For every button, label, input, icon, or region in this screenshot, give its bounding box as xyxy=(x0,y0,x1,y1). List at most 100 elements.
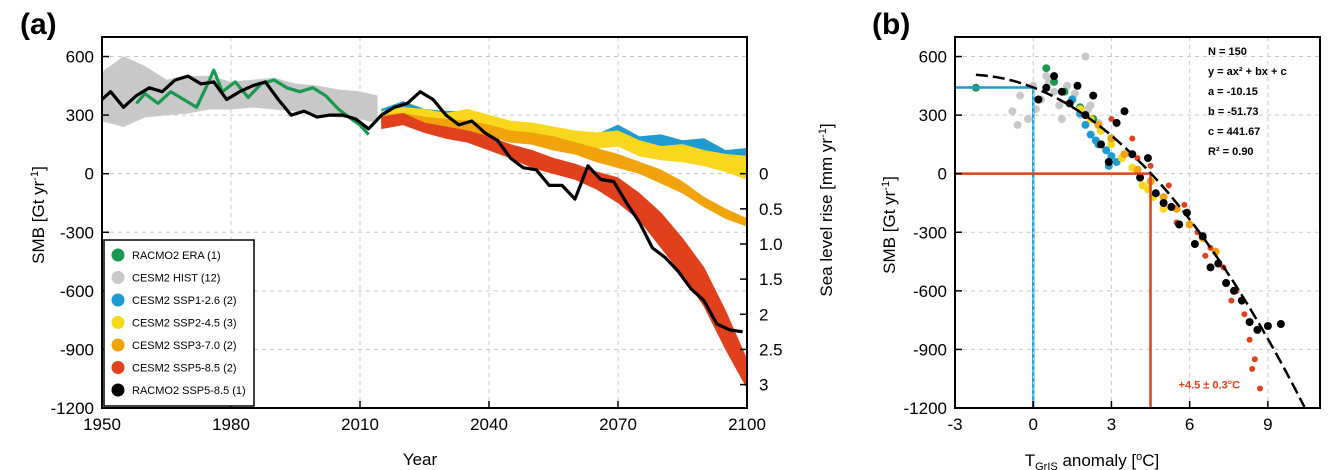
panel-b-stat-line: N = 150 xyxy=(1208,46,1247,58)
panel-a-x-tick-label: 2070 xyxy=(599,415,637,434)
panel-b-scatter-point xyxy=(1057,115,1066,123)
panel-b-x-axis-label: TGrIS anomaly [oC] xyxy=(1025,451,1160,470)
panel-b-y-tick-label: -600 xyxy=(913,282,947,301)
panel-b-stat-line: b = -51.73 xyxy=(1208,106,1258,118)
panel-b-scatter-point xyxy=(1245,318,1254,327)
panel-b-quadratic-fit xyxy=(975,73,1306,408)
panel-b-scatter-point xyxy=(1112,118,1121,127)
panel-a-y-tick-label: 300 xyxy=(66,106,94,125)
panel-b-scatter-point xyxy=(1016,91,1025,100)
panel-a-y2-tick-label: 2 xyxy=(759,305,768,324)
panel-b-scatter-point xyxy=(1042,83,1051,92)
panel-a-chart: 1950 1980 2010 2040 2070 2100 600 300 0 -300 -600… xyxy=(29,36,836,469)
panel-b-x-tick-label: 6 xyxy=(1185,415,1194,434)
panel-a-plot-frame xyxy=(101,36,748,409)
panel-a-legend: RACMO2 ERA (1) CESM2 HIST (12) CESM2 SSP1-… xyxy=(103,239,255,407)
panel-b-y-tick-label: 600 xyxy=(919,48,947,67)
panel-b-scatter-point xyxy=(1159,193,1168,202)
panel-b-stat-line: R² = 0.90 xyxy=(1208,146,1254,158)
panel-a-legend-marker xyxy=(111,271,125,284)
panel-b-scatter-point xyxy=(1086,130,1095,139)
panel-b-scatter-point xyxy=(1151,189,1160,198)
panel-a-legend-label: CESM2 SSP2-4.5 (3) xyxy=(132,318,237,330)
panel-b-scatter-point xyxy=(1167,202,1176,211)
panel-b-scatter-point xyxy=(1230,286,1238,295)
panel-b-x-tick-label: 3 xyxy=(1107,415,1116,434)
panel-b-y-tick-label: 300 xyxy=(919,106,947,125)
panel-b-scatter-point xyxy=(1102,146,1111,155)
panel-b-scatter-point xyxy=(1206,263,1215,272)
panel-a-y2-axis-label: Sea level rise [mm yr-1] xyxy=(817,123,836,296)
panel-b-x-tick-label: 9 xyxy=(1263,415,1272,434)
panel-b-reference-lines xyxy=(955,86,1152,408)
panel-label-a: (a) xyxy=(20,8,57,41)
panel-a-y-tick-label: -900 xyxy=(60,340,94,359)
panel-b-grid xyxy=(955,37,1320,408)
panel-a-x-tick-label: 1950 xyxy=(83,415,121,434)
panel-b-x-tick-label: -3 xyxy=(947,415,962,434)
panel-b-threshold-label: +4.5 ± 0.3°C xyxy=(1179,379,1241,391)
panel-a-legend-label: CESM2 SSP3-7.0 (2) xyxy=(132,340,237,352)
panel-b-scatter-point xyxy=(1050,77,1059,86)
panel-b-scatter-point xyxy=(1246,336,1253,343)
panel-a-legend-marker xyxy=(111,248,125,262)
panel-a-y-tick-label: 600 xyxy=(66,48,94,67)
panel-a-y-tick-label: -300 xyxy=(60,223,94,242)
panel-a-legend-label: CESM2 SSP5-8.5 (2) xyxy=(132,363,237,375)
panel-b-scatter-point xyxy=(1055,101,1064,110)
panel-b-x-tick-label: 0 xyxy=(1028,415,1037,434)
panel-a-y2-tick-label: 0 xyxy=(759,165,768,184)
panel-b-scatter-point xyxy=(1257,385,1263,392)
panel-b-scatter-point xyxy=(1228,297,1235,304)
panel-a-series-line xyxy=(135,68,370,136)
panel-b-scatter-point xyxy=(1136,173,1145,182)
panel-a-legend-marker xyxy=(111,338,125,352)
panel-b-scatter-point xyxy=(1107,140,1116,149)
panel-a-series-line xyxy=(100,74,743,334)
panel-b-scatter-point xyxy=(1133,165,1142,174)
panel-a-frame xyxy=(101,36,748,409)
panel-a-legend-box xyxy=(103,239,255,407)
panel-a-y-tick-label: -600 xyxy=(60,282,94,301)
panel-b-scatter-point xyxy=(1263,322,1272,330)
panel-b-scatter-point xyxy=(1181,201,1188,208)
panel-b-stat-line: y = ax² + bx + c xyxy=(1208,66,1287,78)
panel-b-y-tick-label: -300 xyxy=(913,223,947,242)
panel-a-legend-label: CESM2 HIST (12) xyxy=(132,273,220,285)
panel-b-scatter-point xyxy=(1129,135,1136,142)
panel-b-scatter-point xyxy=(1042,64,1051,73)
panel-a-x-axis-label: Year xyxy=(403,450,438,469)
panel-a-x-tick-label: 2100 xyxy=(728,415,766,434)
panel-b-scatter-point xyxy=(1159,204,1168,213)
panel-b-scatter-point xyxy=(1185,220,1194,229)
panel-a-y2-ticks: 0 0.5 1.0 1.5 2 2.5 3 xyxy=(740,165,783,395)
panel-b-scatter-point xyxy=(1081,52,1090,61)
panel-b-scatter-point xyxy=(1104,158,1113,166)
panel-b-scatter-point xyxy=(1065,99,1074,108)
panel-a-y-tick-label: 0 xyxy=(85,165,94,184)
panel-b-scatter-point xyxy=(1251,356,1258,363)
panel-b-scatter-point xyxy=(1050,72,1059,81)
panel-b-scatter-point xyxy=(1120,107,1129,116)
panel-b-y-tick-label: -1200 xyxy=(904,399,947,418)
panel-a-x-tick-label: 2010 xyxy=(341,415,379,434)
panel-b-statistics: N = 150 y = ax² + bx + c a = -10.15 b = -51… xyxy=(1208,46,1287,158)
panel-b-scatter-point xyxy=(1073,81,1082,90)
panel-b-scatter-point xyxy=(1108,116,1115,122)
panel-b-scatter-point xyxy=(1034,95,1043,104)
panel-a-y2-tick-label: 1.5 xyxy=(759,270,783,289)
panel-a-lines xyxy=(100,68,743,334)
panel-a-legend-label: CESM2 SSP1-2.6 (2) xyxy=(132,295,237,307)
panel-a-legend-label: RACMO2 ERA (1) xyxy=(132,250,221,262)
panel-label-b: (b) xyxy=(872,8,910,41)
panel-b-points xyxy=(971,52,1285,392)
panel-b-scatter-point xyxy=(1214,259,1223,268)
panel-b-scatter-point xyxy=(1081,120,1090,129)
panel-b-x-ticks: -3 0 3 6 9 xyxy=(947,401,1273,434)
panel-b-scatter-point xyxy=(1089,91,1098,100)
panel-b-stat-line: c = 441.67 xyxy=(1208,126,1260,138)
panel-a-x-tick-label: 2040 xyxy=(470,415,508,434)
panel-b-scatter-point xyxy=(1190,240,1199,248)
panel-b-y-tick-label: 0 xyxy=(938,165,947,184)
